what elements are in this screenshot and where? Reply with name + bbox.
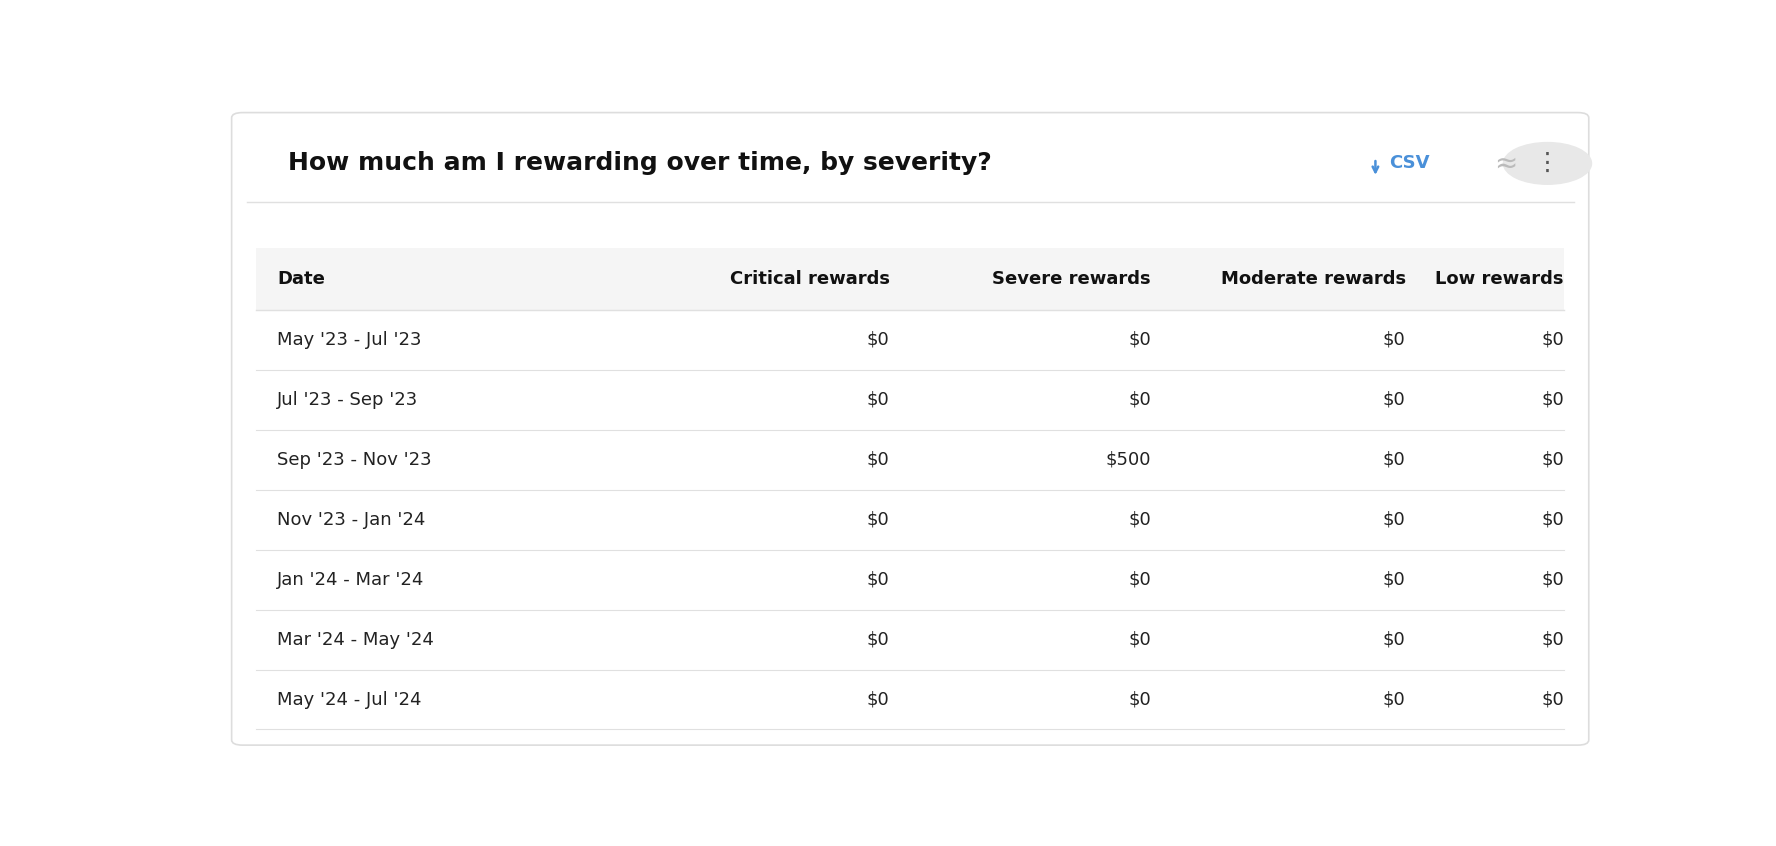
Text: $0: $0 <box>1384 630 1407 649</box>
Text: $0: $0 <box>867 331 890 349</box>
Text: Date: Date <box>277 270 325 288</box>
Text: $0: $0 <box>1384 451 1407 469</box>
Text: ⋮: ⋮ <box>1534 151 1559 175</box>
Text: ≈: ≈ <box>1495 150 1518 178</box>
Circle shape <box>1504 143 1591 184</box>
Text: Moderate rewards: Moderate rewards <box>1220 270 1407 288</box>
Text: Low rewards: Low rewards <box>1435 270 1565 288</box>
Text: $0: $0 <box>1128 630 1151 649</box>
Text: $0: $0 <box>867 690 890 708</box>
Text: $0: $0 <box>1128 690 1151 708</box>
Text: $500: $500 <box>1106 451 1151 469</box>
Text: May '24 - Jul '24: May '24 - Jul '24 <box>277 690 421 708</box>
FancyBboxPatch shape <box>231 113 1590 745</box>
Text: $0: $0 <box>867 630 890 649</box>
Text: Jan '24 - Mar '24: Jan '24 - Mar '24 <box>277 571 424 589</box>
Text: $0: $0 <box>1384 571 1407 589</box>
Text: $0: $0 <box>1128 391 1151 409</box>
Text: $0: $0 <box>1542 391 1565 409</box>
Text: $0: $0 <box>1384 511 1407 529</box>
Text: $0: $0 <box>1128 511 1151 529</box>
Text: How much am I rewarding over time, by severity?: How much am I rewarding over time, by se… <box>288 151 991 175</box>
Text: $0: $0 <box>1128 331 1151 349</box>
Text: Jul '23 - Sep '23: Jul '23 - Sep '23 <box>277 391 419 409</box>
Text: $0: $0 <box>1384 690 1407 708</box>
Text: $0: $0 <box>1542 630 1565 649</box>
Text: $0: $0 <box>1384 391 1407 409</box>
Text: Severe rewards: Severe rewards <box>993 270 1151 288</box>
Text: $0: $0 <box>1128 571 1151 589</box>
Text: $0: $0 <box>867 571 890 589</box>
Text: May '23 - Jul '23: May '23 - Jul '23 <box>277 331 421 349</box>
Text: $0: $0 <box>1542 571 1565 589</box>
Text: Nov '23 - Jan '24: Nov '23 - Jan '24 <box>277 511 426 529</box>
Text: $0: $0 <box>1542 451 1565 469</box>
Text: Critical rewards: Critical rewards <box>730 270 890 288</box>
Text: $0: $0 <box>867 511 890 529</box>
Text: CSV: CSV <box>1389 155 1430 173</box>
Text: $0: $0 <box>867 391 890 409</box>
Text: $0: $0 <box>1542 511 1565 529</box>
Text: $0: $0 <box>867 451 890 469</box>
Text: $0: $0 <box>1542 690 1565 708</box>
Text: Sep '23 - Nov '23: Sep '23 - Nov '23 <box>277 451 432 469</box>
Text: Mar '24 - May '24: Mar '24 - May '24 <box>277 630 433 649</box>
Text: $0: $0 <box>1384 331 1407 349</box>
Text: $0: $0 <box>1542 331 1565 349</box>
FancyBboxPatch shape <box>256 248 1565 310</box>
